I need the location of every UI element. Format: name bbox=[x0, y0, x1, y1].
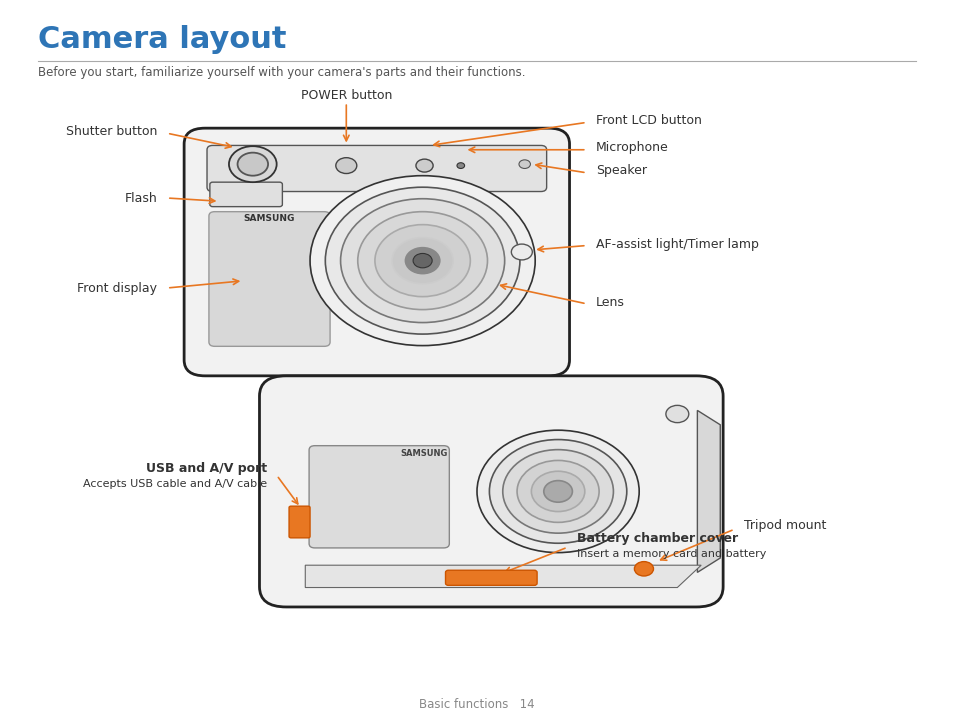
Circle shape bbox=[489, 439, 626, 543]
Text: Insert a memory card and battery: Insert a memory card and battery bbox=[577, 549, 766, 559]
Text: Basic functions   14: Basic functions 14 bbox=[418, 698, 535, 711]
Circle shape bbox=[310, 176, 535, 346]
Polygon shape bbox=[697, 410, 720, 572]
Circle shape bbox=[476, 431, 639, 553]
FancyBboxPatch shape bbox=[259, 376, 722, 607]
Text: Before you start, familiarize yourself with your camera's parts and their functi: Before you start, familiarize yourself w… bbox=[38, 66, 525, 79]
Text: SAMSUNG: SAMSUNG bbox=[243, 214, 294, 223]
Circle shape bbox=[511, 244, 532, 260]
Text: Lens: Lens bbox=[596, 296, 624, 309]
Text: Flash: Flash bbox=[125, 192, 157, 204]
Text: Speaker: Speaker bbox=[596, 164, 646, 177]
Circle shape bbox=[634, 562, 653, 576]
Circle shape bbox=[340, 199, 504, 323]
Circle shape bbox=[531, 472, 584, 511]
Text: SAMSUNG: SAMSUNG bbox=[400, 449, 448, 458]
Text: Front LCD button: Front LCD button bbox=[596, 114, 701, 127]
FancyBboxPatch shape bbox=[289, 506, 310, 538]
Circle shape bbox=[375, 225, 470, 297]
FancyBboxPatch shape bbox=[207, 145, 546, 192]
Circle shape bbox=[416, 159, 433, 172]
Circle shape bbox=[517, 461, 598, 523]
Text: Front display: Front display bbox=[77, 282, 157, 294]
Text: Tripod mount: Tripod mount bbox=[743, 519, 825, 532]
Circle shape bbox=[665, 405, 688, 423]
Text: POWER button: POWER button bbox=[300, 89, 392, 102]
Circle shape bbox=[357, 212, 487, 310]
Text: Shutter button: Shutter button bbox=[66, 125, 157, 138]
FancyBboxPatch shape bbox=[309, 446, 449, 548]
Text: AF-assist light/Timer lamp: AF-assist light/Timer lamp bbox=[596, 238, 759, 251]
Circle shape bbox=[325, 187, 519, 334]
Circle shape bbox=[456, 163, 464, 168]
Text: Camera layout: Camera layout bbox=[38, 25, 286, 54]
Circle shape bbox=[518, 160, 530, 168]
Circle shape bbox=[237, 153, 268, 176]
Circle shape bbox=[405, 248, 439, 274]
FancyBboxPatch shape bbox=[209, 212, 330, 346]
Circle shape bbox=[392, 238, 453, 284]
FancyBboxPatch shape bbox=[184, 128, 569, 376]
Polygon shape bbox=[305, 565, 700, 588]
Text: Accepts USB cable and A/V cable: Accepts USB cable and A/V cable bbox=[83, 479, 267, 489]
Circle shape bbox=[502, 449, 613, 533]
Circle shape bbox=[413, 253, 432, 268]
Circle shape bbox=[335, 158, 356, 174]
Text: USB and A/V port: USB and A/V port bbox=[146, 462, 267, 474]
Circle shape bbox=[229, 146, 276, 182]
Text: Microphone: Microphone bbox=[596, 141, 668, 154]
Text: Battery chamber cover: Battery chamber cover bbox=[577, 532, 738, 545]
FancyBboxPatch shape bbox=[445, 570, 537, 585]
Circle shape bbox=[543, 481, 572, 503]
FancyBboxPatch shape bbox=[210, 182, 282, 207]
